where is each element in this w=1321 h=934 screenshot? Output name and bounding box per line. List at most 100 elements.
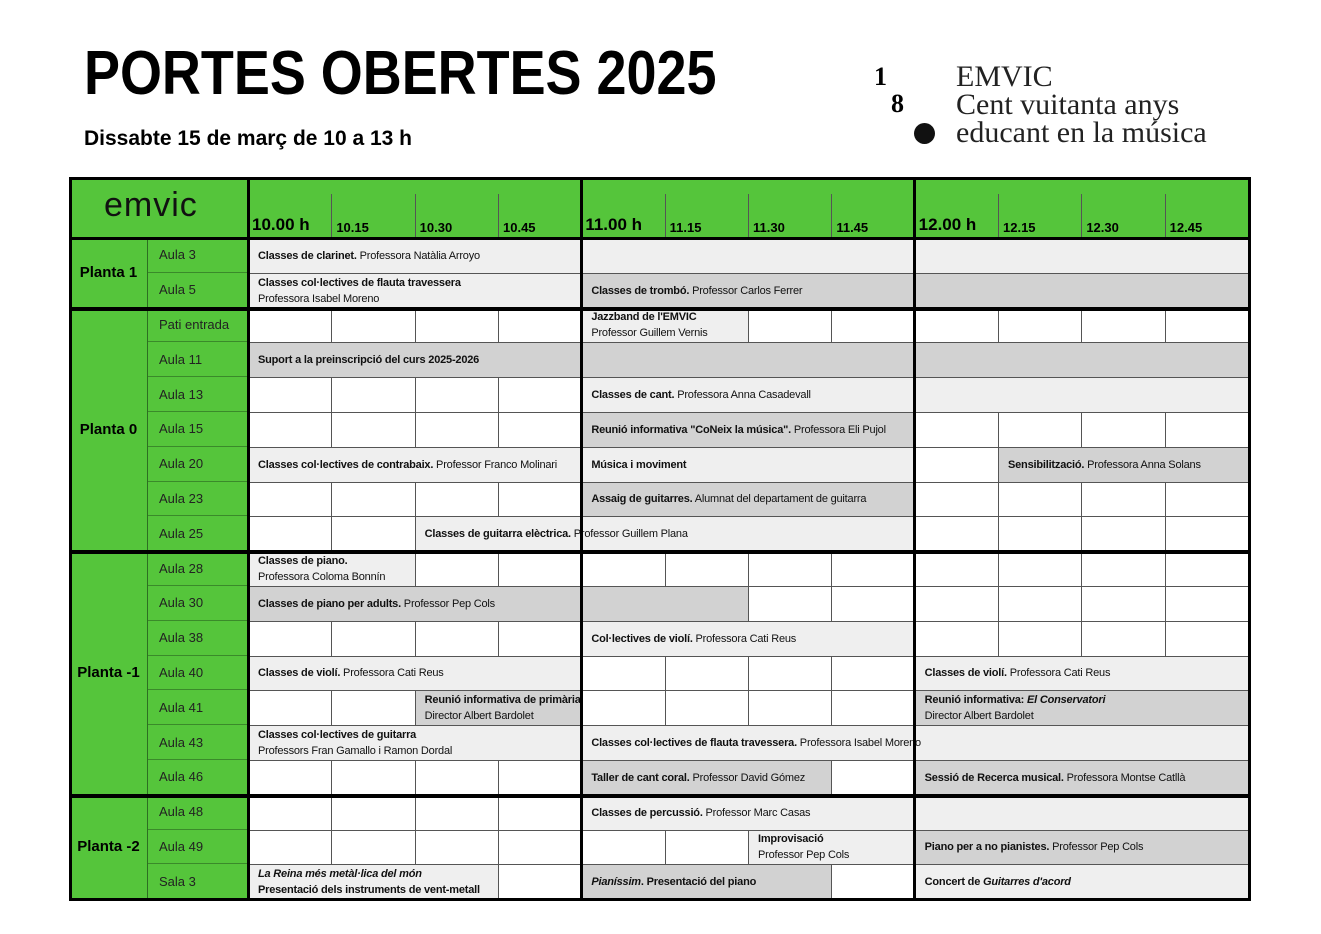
event-text: Reunió informativa "CoNeix la música". (591, 423, 791, 436)
rule (246, 178, 250, 900)
event: La Reina més metàl·lica del món Presentac… (248, 864, 499, 901)
event-text: Professor Carlos Ferrer (689, 284, 803, 297)
room-label: Aula 23 (147, 481, 248, 517)
empty-cell (248, 307, 333, 344)
event-line: Assaig de guitarres. Alumnat del departa… (591, 491, 914, 507)
event-text: Música i moviment (591, 458, 687, 471)
event-text: Director Albert Bardolet (424, 710, 534, 723)
event-text: Pianíssim (591, 876, 641, 889)
event-line: Concert de Guitarres d'acord (925, 874, 1248, 890)
event-line: Classes de guitarra elèctrica. Professor… (425, 526, 915, 542)
room-label: Aula 46 (147, 760, 248, 795)
empty-cell (414, 620, 499, 657)
time-label: 10.45 (498, 194, 581, 238)
event-line: Classes de cant. Professora Anna Casadev… (591, 387, 1248, 403)
event: Col·lectives de violí. Professora Cati R… (581, 620, 916, 657)
empty-cell (748, 655, 833, 692)
event: Pianíssim. Presentació del piano (581, 864, 833, 901)
event: Piano per a no pianistes. Professor Pep … (914, 829, 1249, 866)
empty-cell (1081, 620, 1166, 657)
event-text: Professors Fran Gamallo i Ramon Dordal (258, 745, 453, 758)
event-line: Reunió informativa: El Conservatori (925, 692, 1248, 708)
event-text: El Conservatori (1027, 694, 1106, 707)
event-line: Classes de piano. (258, 553, 415, 569)
empty-cell (831, 551, 916, 587)
event-line: Taller de cant coral. Professor David Gó… (591, 770, 831, 786)
empty-cell (331, 760, 416, 796)
event-text: Reunió informativa de primària (424, 694, 581, 707)
event-text: Professora Eli Pujol (791, 423, 886, 436)
event-text: Classes de trombó. (591, 284, 690, 297)
event-text: Professora Anna Solans (1084, 458, 1201, 471)
event: Concert de Guitarres d'acord (914, 864, 1249, 901)
event-text: Professora Montse Catllà (1063, 771, 1186, 784)
event-text: Classes de violí. (258, 667, 341, 680)
event-text: Professor Pep Cols (400, 597, 495, 610)
logo-text: EMVIC (956, 60, 1053, 93)
event: Classes col·lectives de flauta travesser… (248, 272, 583, 309)
event: Classes de guitarra elèctrica. Professor… (414, 516, 916, 553)
title: PORTES OBERTES 2025 (84, 39, 717, 108)
room-label: Aula 5 (147, 272, 248, 308)
event-text: Classes col·lectives de contrabaix. (258, 458, 434, 471)
event-text: Classes de piano. (258, 555, 348, 568)
event-line: Classes col·lectives de flauta travesser… (258, 275, 581, 291)
event-text: Col·lectives de violí. (591, 632, 693, 645)
event-line: Col·lectives de violí. Professora Cati R… (591, 631, 914, 647)
event-line: Classes col·lectives de guitarra (258, 727, 581, 743)
event-line: Classes col·lectives de contrabaix. Prof… (258, 457, 581, 473)
event-text: Presentació dels instruments de vent-met… (258, 884, 480, 897)
event-line: Pianíssim. Presentació del piano (591, 874, 831, 890)
room-label: Aula 3 (147, 238, 248, 273)
time-label: 11.15 (664, 194, 748, 238)
empty-cell (914, 516, 999, 553)
event-line: Classes de percussió. Professor Marc Cas… (591, 805, 1248, 821)
event-line: Director Albert Bardolet (925, 708, 1248, 724)
empty-cell (998, 412, 1083, 448)
empty-cell (748, 586, 833, 622)
event-text: Reunió informativa: (924, 694, 1027, 707)
event-text: Jazzband de l'EMVIC (591, 311, 697, 324)
event-text: Classes col·lectives de flauta travesser… (258, 276, 461, 289)
event-text: Professora Isabel Moreno (258, 292, 380, 305)
room-label: Aula 11 (147, 342, 248, 378)
outer-border (69, 177, 1251, 902)
event-line: Professor Guillem Vernis (591, 325, 748, 341)
empty-cell (914, 412, 999, 448)
room-label: Pati entrada (147, 307, 248, 343)
event-line: Classes de violí. Professora Cati Reus (925, 665, 1248, 681)
event-line: Sessió de Recerca musical. Professora Mo… (925, 770, 1248, 786)
event: Sensibilització. Professora Anna Solans (998, 446, 1249, 483)
time-label: 12.15 (998, 194, 1081, 238)
event: Reunió informativa: El Conservatori Direc… (914, 690, 1249, 727)
event-text: La Reina més metàl·lica del món (258, 868, 422, 881)
empty-cell (998, 481, 1083, 518)
event-text: Suport a la preinscripció del curs 2025-… (258, 354, 480, 367)
time-label: 10.30 (414, 194, 498, 238)
room-label: Aula 48 (147, 794, 248, 830)
event-text: Professor Marc Casas (702, 806, 811, 819)
event: Reunió informativa de primària Director A… (414, 690, 583, 727)
time-label: 12.30 (1081, 194, 1164, 238)
event-text: Professora Isabel Moreno (796, 737, 921, 750)
floor-label: Planta -1 (70, 551, 147, 795)
event-text: Professor Pep Cols (758, 849, 850, 862)
time-label: 12.45 (1164, 194, 1248, 238)
event-line: Professor Pep Cols (758, 847, 915, 863)
event-line: Suport a la preinscripció del curs 2025-… (258, 352, 1248, 368)
rule (70, 306, 1248, 311)
event-text: Classes col·lectives de guitarra (258, 729, 417, 742)
event-text: Alumnat del departament de guitarra (692, 493, 867, 506)
event-text: Concert de (924, 876, 983, 889)
event-text: Professora Cati Reus (692, 632, 797, 645)
empty-cell (831, 864, 916, 901)
rule (913, 178, 917, 900)
logo-text: Cent vuitanta anys (956, 88, 1180, 121)
empty-cell (581, 829, 666, 866)
room-label: Aula 30 (147, 586, 248, 621)
floor-label: Planta 0 (70, 307, 147, 552)
rule (70, 237, 1248, 240)
event-text: Professor Guillem Plana (570, 528, 688, 541)
event-text: Professora Cati Reus (1006, 667, 1111, 680)
